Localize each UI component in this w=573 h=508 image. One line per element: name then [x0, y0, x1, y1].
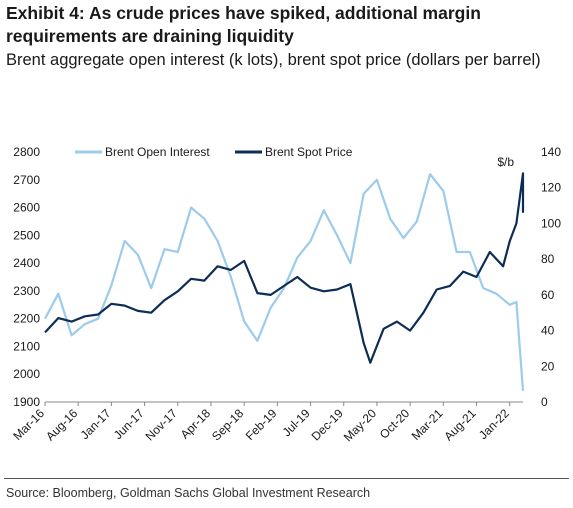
x-tick-label: Mar-16: [10, 406, 47, 443]
y-left-tick-label: 2400: [13, 256, 40, 270]
source-divider: [4, 478, 569, 479]
y-right-tick-label: 140: [541, 145, 561, 159]
x-tick-label: Feb-19: [243, 406, 280, 443]
legend-label: Brent Open Interest: [105, 145, 210, 159]
chart-title: Exhibit 4: As crude prices have spiked, …: [6, 3, 481, 46]
y-right-tick-label: 60: [541, 288, 555, 302]
y-left-tick-label: 2500: [13, 228, 40, 242]
x-tick-label: Aug-21: [441, 406, 478, 443]
y-right-tick-label: 40: [541, 324, 555, 338]
x-tick-label: Jan-22: [476, 406, 512, 442]
source-note: Source: Bloomberg, Goldman Sachs Global …: [6, 486, 371, 500]
chart-subtitle: Brent aggregate open interest (k lots), …: [6, 51, 541, 69]
x-tick-label: Aug-16: [43, 406, 80, 443]
x-tick-label: Apr-18: [178, 406, 214, 442]
x-tick-label: Dec-19: [309, 406, 346, 443]
y-left-tick-label: 2600: [13, 201, 40, 215]
x-tick-label: Jun-17: [111, 406, 147, 442]
y-right-tick-label: 120: [541, 181, 561, 195]
y-left-tick-label: 2100: [13, 339, 40, 353]
y-left-tick-label: 1900: [13, 395, 40, 409]
series-line-open-interest: [44, 173, 525, 391]
y-left-tick-label: 2800: [13, 145, 40, 159]
y-left-tick-label: 2200: [13, 312, 40, 326]
x-tick-label: Nov-17: [143, 406, 180, 443]
x-tick-label: Oct-20: [377, 406, 413, 442]
x-tick-label: May-20: [341, 406, 379, 444]
y-right-axis-label: $/b: [497, 155, 514, 169]
chart: 1900 2000 2100 2200 2300 2400 2500 2600 2700 2800…: [10, 145, 561, 444]
y-left-tick-label: 2700: [13, 173, 40, 187]
y-right-tick-label: 0: [541, 395, 548, 409]
y-right-tick-label: 20: [541, 359, 555, 373]
legend-label: Brent Spot Price: [265, 145, 353, 159]
y-right-tick-label: 80: [541, 252, 555, 266]
x-tick-label: Mar-21: [409, 406, 446, 443]
y-right-tick-label: 100: [541, 216, 561, 230]
x-tick-label: Jan-17: [78, 406, 114, 442]
y-left-tick-label: 2000: [13, 367, 40, 381]
x-tick-label: Sep-18: [209, 406, 246, 443]
y-left-tick-label: 2300: [13, 284, 40, 298]
series-line-spot-price: [44, 172, 525, 364]
